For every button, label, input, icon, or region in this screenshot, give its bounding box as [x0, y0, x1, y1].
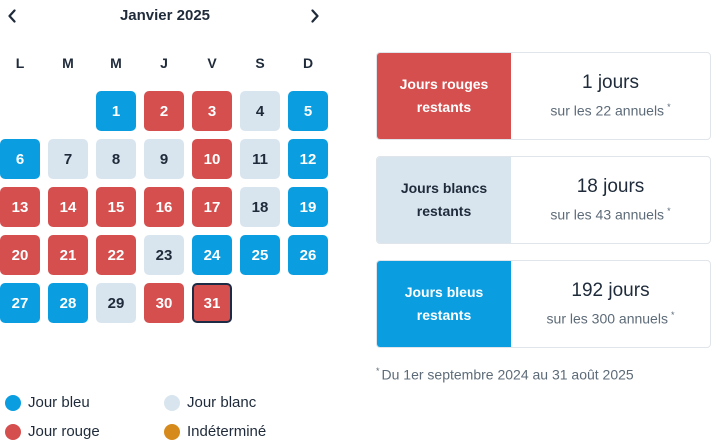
- calendar-day[interactable]: 22: [96, 235, 136, 275]
- footnote-marker: *: [376, 366, 380, 376]
- blue-days-value: 192 jours sur les 300 annuels *: [511, 261, 710, 347]
- red-days-total-text: sur les 22 annuels: [550, 102, 665, 119]
- red-days-value: 1 jours sur les 22 annuels *: [511, 53, 710, 139]
- legend-blue-day: Jour bleu: [5, 394, 90, 411]
- calendar-day[interactable]: 7: [48, 139, 88, 179]
- calendar-day[interactable]: 27: [0, 283, 40, 323]
- blue-days-count: 192 jours: [571, 280, 650, 301]
- blue-days-total-text: sur les 300 annuels: [546, 310, 668, 327]
- calendar-day[interactable]: 31: [192, 283, 232, 323]
- calendar-day[interactable]: 8: [96, 139, 136, 179]
- red-days-card: Jours rouges restants 1 jours sur les 22…: [376, 52, 711, 140]
- calendar-day[interactable]: 9: [144, 139, 184, 179]
- calendar-day[interactable]: 21: [48, 235, 88, 275]
- calendar-day[interactable]: 23: [144, 235, 184, 275]
- white-days-value: 18 jours sur les 43 annuels *: [511, 157, 710, 243]
- orange-dot-icon: [164, 423, 180, 440]
- period-footnote: * Du 1er septembre 2024 au 31 août 2025: [376, 366, 634, 383]
- calendar-header: Janvier 2025: [0, 0, 330, 32]
- weekday-label: D: [302, 55, 314, 71]
- calendar-day[interactable]: 28: [48, 283, 88, 323]
- calendar-day[interactable]: 11: [240, 139, 280, 179]
- white-days-total-text: sur les 43 annuels: [550, 206, 665, 223]
- calendar-day[interactable]: 12: [288, 139, 328, 179]
- calendar-day[interactable]: 25: [240, 235, 280, 275]
- white-days-total: sur les 43 annuels *: [511, 206, 710, 223]
- weekday-label: M: [110, 55, 122, 71]
- legend-white-day: Jour blanc: [164, 394, 256, 411]
- white-days-label-line2: restants: [416, 203, 472, 219]
- legend-undetermined-day: Indéterminé: [164, 423, 266, 440]
- white-days-count: 18 jours: [576, 176, 645, 197]
- previous-month-button[interactable]: [2, 4, 22, 28]
- calendar-day[interactable]: 14: [48, 187, 88, 227]
- red-days-total: sur les 22 annuels *: [511, 102, 710, 119]
- legend-label: Jour blanc: [187, 394, 257, 411]
- blue-days-label-line2: restants: [416, 307, 472, 323]
- chevron-right-icon: [311, 9, 319, 23]
- legend-red-day: Jour rouge: [5, 423, 100, 440]
- weekday-label: J: [160, 55, 168, 71]
- white-dot-icon: [164, 394, 180, 411]
- next-month-button[interactable]: [305, 4, 325, 28]
- calendar-day[interactable]: 17: [192, 187, 232, 227]
- red-days-label-line1: Jours rouges: [399, 76, 489, 92]
- red-days-label-line2: restants: [416, 99, 472, 115]
- calendar-day[interactable]: 4: [240, 91, 280, 131]
- legend-label: Indéterminé: [187, 423, 267, 440]
- calendar-day[interactable]: 18: [240, 187, 280, 227]
- month-title: Janvier 2025: [119, 7, 211, 24]
- calendar-day[interactable]: 29: [96, 283, 136, 323]
- period-footnote-text: Du 1er septembre 2024 au 31 août 2025: [381, 366, 634, 383]
- calendar-day[interactable]: 10: [192, 139, 232, 179]
- footnote-marker: *: [670, 310, 675, 320]
- weekday-label: S: [255, 55, 265, 71]
- calendar-day[interactable]: 24: [192, 235, 232, 275]
- blue-days-card: Jours bleus restants 192 jours sur les 3…: [376, 260, 711, 348]
- white-days-card: Jours blancs restants 18 jours sur les 4…: [376, 156, 711, 244]
- calendar-day[interactable]: 15: [96, 187, 136, 227]
- calendar-day[interactable]: 30: [144, 283, 184, 323]
- white-days-label-line1: Jours blancs: [400, 180, 488, 196]
- calendar-day[interactable]: 26: [288, 235, 328, 275]
- calendar-day[interactable]: 6: [0, 139, 40, 179]
- chevron-left-icon: [8, 9, 16, 23]
- weekday-label: L: [15, 55, 25, 71]
- legend-label: Jour bleu: [28, 394, 90, 411]
- red-days-label: Jours rouges restants: [377, 53, 511, 139]
- calendar-day[interactable]: 5: [288, 91, 328, 131]
- legend-label: Jour rouge: [28, 423, 100, 440]
- calendar-day[interactable]: 20: [0, 235, 40, 275]
- blue-dot-icon: [5, 394, 21, 411]
- blue-days-label: Jours bleus restants: [377, 261, 511, 347]
- footnote-marker: *: [667, 206, 671, 216]
- blue-days-total: sur les 300 annuels *: [511, 310, 710, 327]
- blue-days-label-line1: Jours bleus: [404, 284, 484, 300]
- calendar-day[interactable]: 13: [0, 187, 40, 227]
- red-days-count: 1 jours: [581, 72, 640, 93]
- calendar-day[interactable]: 1: [96, 91, 136, 131]
- weekday-label: V: [207, 55, 217, 71]
- calendar-day[interactable]: 19: [288, 187, 328, 227]
- weekday-label: M: [62, 55, 74, 71]
- footnote-marker: *: [667, 102, 671, 112]
- calendar-day[interactable]: 16: [144, 187, 184, 227]
- red-dot-icon: [5, 423, 21, 440]
- calendar-day[interactable]: 3: [192, 91, 232, 131]
- white-days-label: Jours blancs restants: [377, 157, 511, 243]
- calendar-day[interactable]: 2: [144, 91, 184, 131]
